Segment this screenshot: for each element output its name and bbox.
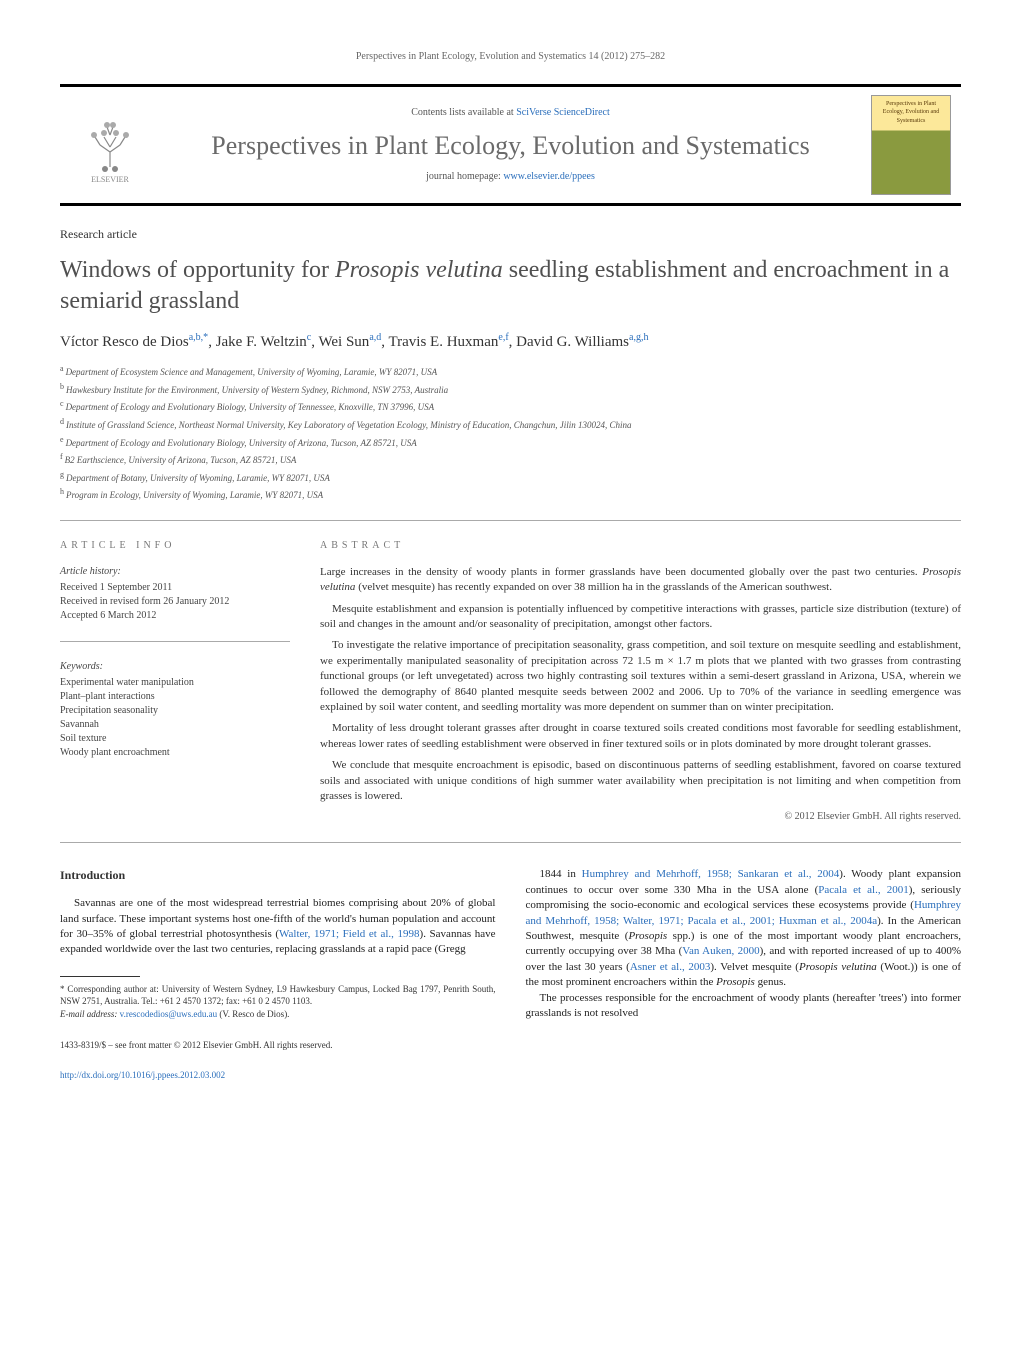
- affiliation: e Department of Ecology and Evolutionary…: [60, 434, 961, 450]
- intro-heading: Introduction: [60, 867, 496, 884]
- affiliation: b Hawkesbury Institute for the Environme…: [60, 381, 961, 397]
- affiliation: d Institute of Grassland Science, Northe…: [60, 416, 961, 432]
- author: Víctor Resco de Dios: [60, 334, 189, 350]
- contents-prefix: Contents lists available at: [411, 107, 516, 118]
- abstract-header: abstract: [320, 539, 961, 553]
- keyword: Soil texture: [60, 732, 290, 746]
- author: Wei Sun: [318, 334, 369, 350]
- keyword: Savannah: [60, 718, 290, 732]
- author: Jake F. Weltzin: [216, 334, 307, 350]
- title-italic: Prosopis velutina: [335, 257, 503, 283]
- corresponding-author-footnote: * Corresponding author at: University of…: [60, 983, 496, 1008]
- info-divider: [60, 641, 290, 642]
- author-list: Víctor Resco de Diosa,b,*, Jake F. Weltz…: [60, 331, 961, 353]
- issn-line: 1433-8319/$ – see front matter © 2012 El…: [60, 1039, 496, 1052]
- intro-para-col2-p2: The processes responsible for the encroa…: [526, 991, 962, 1022]
- abstract-paragraph: To investigate the relative importance o…: [320, 638, 961, 715]
- author-sup: c: [307, 332, 311, 343]
- abstract-paragraph: Mortality of less drought tolerant grass…: [320, 721, 961, 752]
- footnote-separator: [60, 976, 140, 977]
- doi-link[interactable]: http://dx.doi.org/10.1016/j.ppees.2012.0…: [60, 1070, 225, 1080]
- affiliation: h Program in Ecology, University of Wyom…: [60, 486, 961, 502]
- author-sup: a,b,*: [189, 332, 208, 343]
- elsevier-tree-icon: [80, 117, 140, 172]
- journal-title: Perspectives in Plant Ecology, Evolution…: [160, 128, 861, 164]
- author-sup: a,g,h: [629, 332, 648, 343]
- journal-masthead: ELSEVIER Contents lists available at Sci…: [60, 84, 961, 206]
- keyword: Woody plant encroachment: [60, 746, 290, 760]
- affiliation: g Department of Botany, University of Wy…: [60, 469, 961, 485]
- keywords-label: Keywords:: [60, 660, 290, 674]
- homepage-link[interactable]: www.elsevier.de/ppees: [503, 171, 595, 182]
- author: Travis E. Huxman: [389, 334, 499, 350]
- journal-homepage-line: journal homepage: www.elsevier.de/ppees: [160, 170, 861, 184]
- author-sup: a,d: [369, 332, 381, 343]
- publisher-logo: ELSEVIER: [70, 105, 150, 185]
- affiliation: c Department of Ecology and Evolutionary…: [60, 398, 961, 414]
- email-footnote: E-mail address: v.rescodedios@uws.edu.au…: [60, 1008, 496, 1021]
- publisher-label: ELSEVIER: [91, 174, 129, 185]
- keyword: Plant–plant interactions: [60, 690, 290, 704]
- history-label: Article history:: [60, 565, 290, 579]
- intro-para-col2: 1844 in Humphrey and Mehrhoff, 1958; San…: [526, 867, 962, 990]
- email-label: E-mail address:: [60, 1009, 117, 1019]
- section-divider: [60, 520, 961, 521]
- article-title: Windows of opportunity for Prosopis velu…: [60, 255, 961, 317]
- contents-available-line: Contents lists available at SciVerse Sci…: [160, 106, 861, 120]
- affiliation: f B2 Earthscience, University of Arizona…: [60, 451, 961, 467]
- intro-para-col1: Savannas are one of the most widespread …: [60, 896, 496, 958]
- history-line: Received in revised form 26 January 2012: [60, 595, 290, 609]
- author-sup: e,f: [498, 332, 508, 343]
- abstract-paragraph: We conclude that mesquite encroachment i…: [320, 758, 961, 804]
- article-type: Research article: [60, 226, 961, 243]
- sciencedirect-link[interactable]: SciVerse ScienceDirect: [516, 107, 610, 118]
- abstract-copyright: © 2012 Elsevier GmbH. All rights reserve…: [320, 810, 961, 824]
- keyword: Precipitation seasonality: [60, 704, 290, 718]
- article-info-header: article info: [60, 539, 290, 553]
- keyword: Experimental water manipulation: [60, 676, 290, 690]
- cover-text: Perspectives in Plant Ecology, Evolution…: [876, 100, 946, 125]
- history-line: Received 1 September 2011: [60, 581, 290, 595]
- abstract-paragraph: Large increases in the density of woody …: [320, 565, 961, 596]
- journal-cover-thumb: Perspectives in Plant Ecology, Evolution…: [871, 95, 951, 195]
- title-before: Windows of opportunity for: [60, 257, 335, 283]
- running-header: Perspectives in Plant Ecology, Evolution…: [60, 50, 961, 64]
- history-line: Accepted 6 March 2012: [60, 609, 290, 623]
- email-link[interactable]: v.rescodedios@uws.edu.au: [120, 1009, 217, 1019]
- email-suffix: (V. Resco de Dios).: [217, 1009, 289, 1019]
- homepage-prefix: journal homepage:: [426, 171, 503, 182]
- abstract-end-divider: [60, 842, 961, 843]
- author: David G. Williams: [516, 334, 629, 350]
- abstract-paragraph: Mesquite establishment and expansion is …: [320, 602, 961, 633]
- affiliation: a Department of Ecosystem Science and Ma…: [60, 363, 961, 379]
